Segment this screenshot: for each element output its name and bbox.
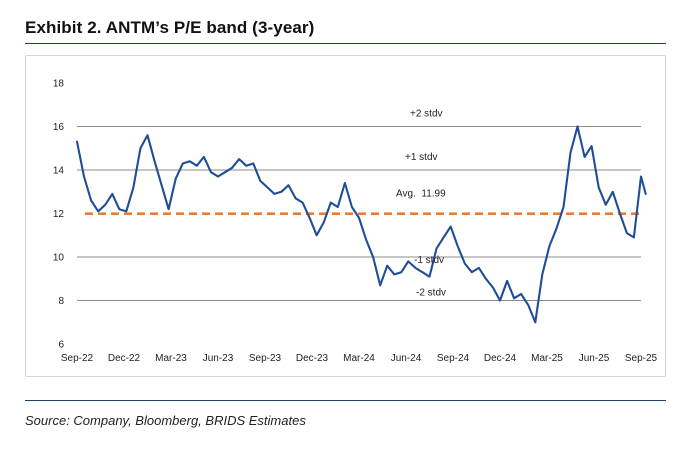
exhibit-title: Exhibit 2. ANTM’s P/E band (3-year) (25, 18, 315, 37)
x-tick-label: Dec-23 (296, 353, 329, 364)
x-tick-label: Dec-22 (108, 353, 141, 364)
x-tick-label: Sep-23 (249, 353, 282, 364)
band-labels: +2 stdv +1 stdv Avg. 11.99 -1 stdv -2 stdv (396, 109, 446, 299)
series-layer (75, 125, 647, 324)
band-lines (77, 125, 641, 302)
source-note: Source: Company, Bloomberg, BRIDS Estima… (25, 413, 306, 428)
axis-ticks: 6 8 10 12 14 16 18 Sep-22 Dec-22 Mar-23 Jun-23 Sep-… (53, 79, 658, 365)
y-tick-label: 6 (58, 340, 64, 351)
x-tick-label: Mar-24 (343, 353, 375, 364)
x-tick-label: Jun-24 (391, 353, 422, 364)
band-label-average: Avg. 11.99 (396, 189, 446, 200)
pe-band-chart: 6 8 10 12 14 16 18 Sep-22 Dec-22 Mar-23 Jun-23 Sep-… (53, 79, 658, 365)
title-rule (25, 43, 666, 44)
x-tick-label: Jun-23 (203, 353, 234, 364)
chart-frame (25, 55, 666, 377)
x-tick-label: Sep-24 (437, 353, 470, 364)
y-tick-label: 14 (53, 166, 65, 177)
band-label-plus1-stdv: +1 stdv (405, 152, 438, 163)
band-label-plus2-stdv: +2 stdv (410, 109, 443, 120)
x-tick-label: Mar-23 (155, 353, 187, 364)
y-tick-label: 12 (53, 209, 65, 220)
pe-series-line (75, 125, 647, 324)
y-tick-label: 18 (53, 79, 65, 90)
x-tick-label: Mar-25 (531, 353, 563, 364)
band-label--2-stdv: -2 stdv (416, 288, 446, 299)
x-tick-label: Sep-25 (625, 353, 658, 364)
x-tick-label: Sep-22 (61, 353, 94, 364)
x-tick-label: Jun-25 (579, 353, 610, 364)
x-tick-label: Dec-24 (484, 353, 517, 364)
band-label--1-stdv: -1 stdv (414, 255, 444, 266)
y-tick-label: 10 (53, 253, 65, 264)
source-rule (25, 400, 666, 401)
y-tick-label: 8 (58, 296, 64, 307)
y-tick-label: 16 (53, 122, 65, 133)
